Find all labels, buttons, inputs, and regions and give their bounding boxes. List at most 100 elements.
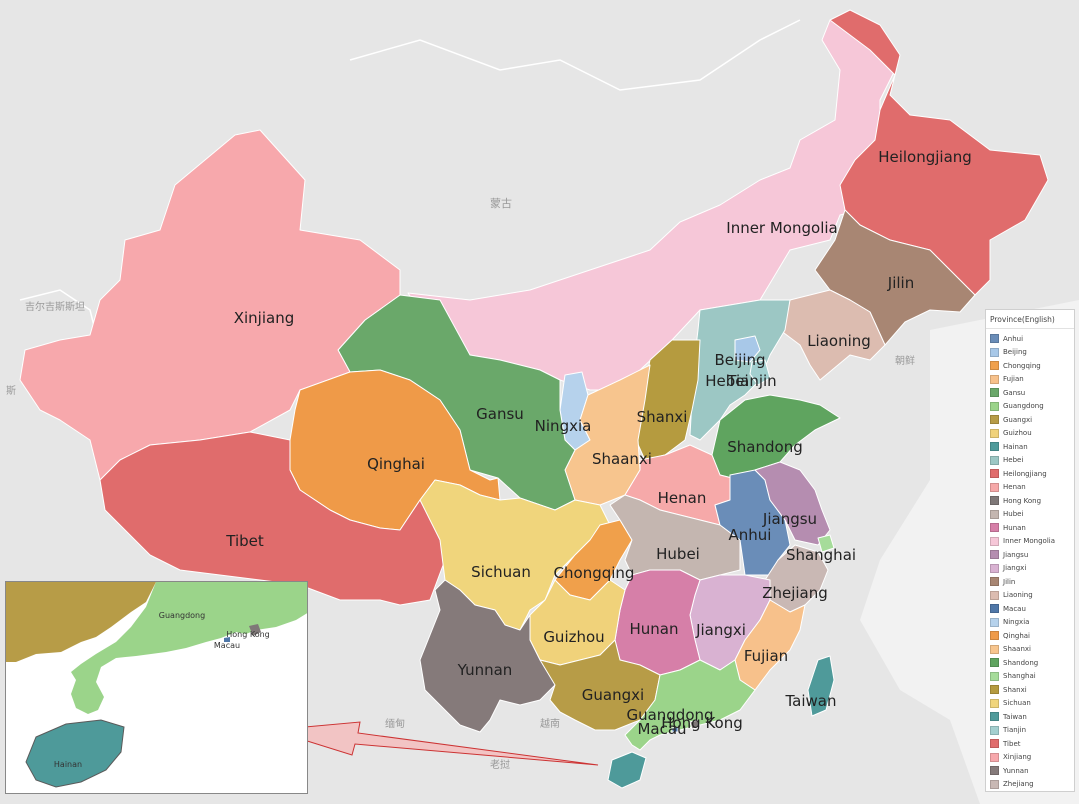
legend-item[interactable]: Liaoning xyxy=(986,589,1074,603)
legend-item[interactable]: Shandong xyxy=(986,656,1074,670)
legend-label: Liaoning xyxy=(1003,591,1033,600)
basemap-border xyxy=(349,19,801,91)
legend-swatch xyxy=(990,604,999,614)
legend-item[interactable]: Beijing xyxy=(986,346,1074,360)
legend-item[interactable]: Jilin xyxy=(986,575,1074,589)
legend-label: Gansu xyxy=(1003,388,1026,397)
legend-item[interactable]: Hebei xyxy=(986,454,1074,468)
legend-item[interactable]: Guangxi xyxy=(986,413,1074,427)
province-macau[interactable] xyxy=(671,726,679,733)
label-gansu: Gansu xyxy=(476,405,524,423)
legend-swatch xyxy=(990,712,999,722)
legend-label: Fujian xyxy=(1003,375,1024,384)
province-jilin[interactable] xyxy=(814,209,976,346)
legend-item[interactable]: Zhejiang xyxy=(986,778,1074,792)
legend-item[interactable]: Shanxi xyxy=(986,683,1074,697)
label-ningxia: Ningxia xyxy=(535,417,592,435)
legend-swatch xyxy=(990,779,999,789)
legend-item[interactable]: Taiwan xyxy=(986,710,1074,724)
legend-item[interactable]: Inner Mongolia xyxy=(986,535,1074,549)
legend-item[interactable]: Hainan xyxy=(986,440,1074,454)
legend-label: Henan xyxy=(1003,483,1026,492)
legend-item[interactable]: Yunnan xyxy=(986,764,1074,778)
label-anhui: Anhui xyxy=(729,526,772,544)
inset-map-guangdong-hainan[interactable]: Guangdong Hong Kong Macau Hainan xyxy=(5,581,308,794)
legend-item[interactable]: Ningxia xyxy=(986,616,1074,630)
inset-guangdong xyxy=(71,582,307,714)
legend-item[interactable]: Jiangxi xyxy=(986,562,1074,576)
legend-swatch xyxy=(990,671,999,681)
legend-swatch xyxy=(990,469,999,479)
province-fujian[interactable] xyxy=(734,599,806,691)
basemap-label-myanmar: 缅甸 xyxy=(385,717,405,730)
label-taiwan: Taiwan xyxy=(784,692,836,710)
label-liaoning: Liaoning xyxy=(807,332,871,350)
label-inner-mongolia: Inner Mongolia xyxy=(726,219,837,237)
province-taiwan[interactable] xyxy=(807,655,835,717)
province-tianjin[interactable] xyxy=(749,359,771,386)
basemap-label-other: 斯 xyxy=(6,384,16,397)
province-hong-kong[interactable] xyxy=(689,719,701,730)
legend-item[interactable]: Shaanxi xyxy=(986,643,1074,657)
legend-item[interactable]: Hong Kong xyxy=(986,494,1074,508)
legend-item[interactable]: Gansu xyxy=(986,386,1074,400)
legend-swatch xyxy=(990,361,999,371)
basemap-label-laos: 老挝 xyxy=(490,758,510,771)
legend-swatch xyxy=(990,374,999,384)
label-yunnan: Yunnan xyxy=(457,661,513,679)
legend-item[interactable]: Tibet xyxy=(986,737,1074,751)
basemap-label-mongolia: 蒙古 xyxy=(490,197,512,210)
label-shaanxi: Shaanxi xyxy=(592,450,652,468)
label-shanghai: Shanghai xyxy=(786,546,856,564)
legend-item[interactable]: Shanghai xyxy=(986,670,1074,684)
province-heilongjiang[interactable] xyxy=(829,9,1049,296)
label-tianjin: Tianjin xyxy=(726,372,776,390)
province-shanghai[interactable] xyxy=(817,534,835,553)
label-jiangsu: Jiangsu xyxy=(762,510,817,528)
legend-item[interactable]: Anhui xyxy=(986,332,1074,346)
legend-item[interactable]: Fujian xyxy=(986,373,1074,387)
inset-label-hainan: Hainan xyxy=(54,760,82,769)
label-zhejiang: Zhejiang xyxy=(762,584,828,602)
legend-swatch xyxy=(990,415,999,425)
legend-item[interactable]: Hubei xyxy=(986,508,1074,522)
legend-swatch xyxy=(990,685,999,695)
province-beijing[interactable] xyxy=(734,335,761,363)
label-macau: Macau xyxy=(637,720,686,738)
legend-label: Xinjiang xyxy=(1003,753,1032,762)
legend-item[interactable]: Tianjin xyxy=(986,724,1074,738)
province-guangdong[interactable] xyxy=(624,659,756,751)
legend-item[interactable]: Heilongjiang xyxy=(986,467,1074,481)
province-hainan[interactable] xyxy=(607,751,647,789)
legend-panel[interactable]: Province(English) Anhui Beijing Chongqing F… xyxy=(985,309,1075,792)
basemap-label-korea: 朝鲜 xyxy=(895,354,915,367)
province-hubei[interactable] xyxy=(609,494,741,581)
legend-item[interactable]: Hunan xyxy=(986,521,1074,535)
legend-item[interactable]: Guizhou xyxy=(986,427,1074,441)
legend-label: Jiangxi xyxy=(1003,564,1027,573)
legend-item[interactable]: Chongqing xyxy=(986,359,1074,373)
legend-item[interactable]: Qinghai xyxy=(986,629,1074,643)
province-shaanxi[interactable] xyxy=(564,364,651,506)
legend-item[interactable]: Sichuan xyxy=(986,697,1074,711)
legend-swatch xyxy=(990,536,999,546)
legend-item[interactable]: Macau xyxy=(986,602,1074,616)
legend-item[interactable]: Xinjiang xyxy=(986,751,1074,765)
legend-swatch xyxy=(990,644,999,654)
legend-swatch xyxy=(990,725,999,735)
legend-label: Tianjin xyxy=(1003,726,1027,735)
legend-item[interactable]: Jiangsu xyxy=(986,548,1074,562)
legend-item[interactable]: Guangdong xyxy=(986,400,1074,414)
legend-label: Jilin xyxy=(1003,577,1016,586)
legend-label: Beijing xyxy=(1003,348,1027,357)
legend-items: Anhui Beijing Chongqing Fujian Gansu Guangdon… xyxy=(986,332,1074,791)
legend-label: Hebei xyxy=(1003,456,1024,465)
legend-item[interactable]: Henan xyxy=(986,481,1074,495)
legend-swatch xyxy=(990,388,999,398)
label-henan: Henan xyxy=(658,489,707,507)
legend-swatch xyxy=(990,523,999,533)
province-yunnan[interactable] xyxy=(419,579,561,733)
label-chongqing: Chongqing xyxy=(554,564,635,582)
legend-label: Guizhou xyxy=(1003,429,1032,438)
inset-macau xyxy=(224,637,230,642)
